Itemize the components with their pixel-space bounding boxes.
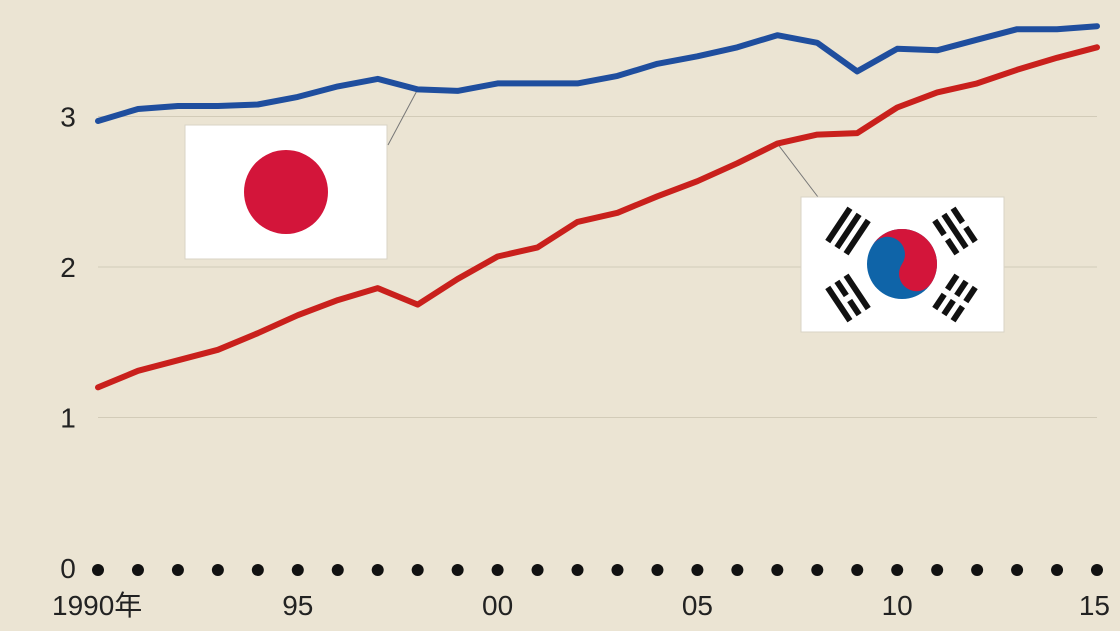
x-axis-dot: [251, 564, 264, 576]
x-axis-dot: [851, 564, 864, 576]
x-tick-label: 05: [682, 590, 713, 621]
x-axis-dot: [171, 564, 184, 576]
x-axis-dot: [491, 564, 504, 576]
x-axis-dot: [771, 564, 784, 576]
y-tick-label: 1: [60, 403, 76, 434]
trigram-upper-right: [932, 206, 978, 256]
japan-series-line: [95, 23, 1100, 124]
x-axis-dot: [611, 564, 624, 576]
japan-leader-line: [387, 89, 419, 146]
x-axis-dot: [331, 564, 344, 576]
x-axis-dot: [1091, 564, 1103, 576]
x-axis-dot: [931, 564, 944, 576]
flag-leader-lines: [387, 89, 819, 198]
x-tick-label: 00: [482, 590, 513, 621]
x-axis-dot: [1011, 564, 1024, 576]
x-axis-dots: [92, 564, 1103, 576]
y-tick-label: 2: [60, 252, 76, 283]
x-axis-dot: [291, 564, 304, 576]
x-axis-dot: [411, 564, 424, 576]
x-axis-dot: [1051, 564, 1064, 576]
trigram-upper-left: [825, 206, 871, 256]
x-axis-dot: [531, 564, 544, 576]
japan-flag: [184, 124, 388, 260]
korea-leader-line: [776, 143, 819, 198]
y-tick-label: 3: [60, 102, 76, 133]
x-axis-dot: [971, 564, 984, 576]
korea-series-line: [95, 44, 1100, 391]
x-axis-dot: [131, 564, 144, 576]
x-axis-dot: [571, 564, 584, 576]
trigram-lower-right: [932, 273, 978, 323]
x-axis-dot: [891, 564, 904, 576]
x-axis-dot: [371, 564, 384, 576]
trigram-lower-left: [825, 273, 871, 323]
x-axis-dot: [691, 564, 704, 576]
y-tick-label: 0: [60, 553, 76, 584]
x-tick-label: 15: [1079, 590, 1110, 621]
x-axis-dot: [211, 564, 224, 576]
x-axis-dot: [811, 564, 824, 576]
taegeuk-symbol: [867, 229, 937, 299]
x-tick-label: 10: [882, 590, 913, 621]
x-tick-label: 1990年: [52, 590, 142, 621]
x-tick-label: 95: [282, 590, 313, 621]
korea-flag: [800, 196, 1005, 333]
x-axis-dot: [92, 564, 104, 576]
x-axis-dot: [731, 564, 744, 576]
tick-labels: 0 1 2 3 1990年 95 00 05 10 15: [52, 102, 1110, 622]
x-axis-dot: [651, 564, 664, 576]
x-axis-dot: [451, 564, 464, 576]
series-lines: [95, 23, 1100, 391]
